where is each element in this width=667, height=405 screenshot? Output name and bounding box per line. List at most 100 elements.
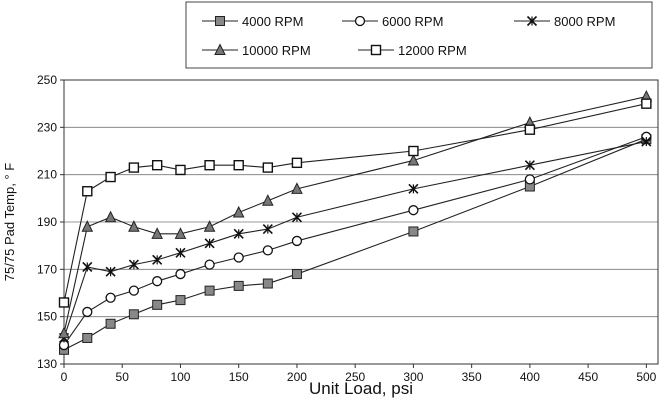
legend-label: 10000 RPM [242,43,311,58]
series-line-10000-rpm [63,96,647,334]
data-point-12000-rpm [105,171,116,183]
data-point-8000-rpm [152,254,163,265]
data-point-4000-rpm [408,226,419,237]
data-point-6000-rpm [408,205,419,216]
y-tick-label: 150 [37,310,57,324]
legend-label: 6000 RPM [382,14,443,29]
data-point-4000-rpm [175,295,186,306]
x-tick-label: 150 [229,370,249,384]
y-tick-label: 130 [37,357,57,371]
data-point-4000-rpm [105,318,116,329]
data-point-12000-rpm [262,162,274,173]
x-tick-label: 250 [345,370,365,384]
data-point-6000-rpm [105,292,116,303]
data-point-4000-rpm [204,285,215,296]
legend-marker [215,16,225,26]
data-point-10000-rpm [58,326,70,339]
data-point-6000-rpm [262,245,273,256]
data-point-10000-rpm [262,194,274,206]
y-tick-label: 170 [37,262,57,276]
x-tick-label: 350 [462,370,482,384]
series-line-6000-rpm [63,136,647,346]
data-point-8000-rpm [291,212,303,223]
data-point-10000-rpm [81,220,94,232]
series-6000-rpm [58,131,652,351]
legend-frame [185,1,653,69]
data-point-4000-rpm [82,332,93,343]
data-point-12000-rpm [151,159,163,171]
legend-label: 8000 RPM [554,14,615,29]
data-point-8000-rpm [524,160,535,171]
data-point-8000-rpm [408,183,419,194]
data-point-8000-rpm [128,259,139,270]
data-point-10000-rpm [151,227,163,239]
x-tick-label: 0 [61,370,68,384]
legend-item-4000-rpm: 4000 RPM [202,14,303,29]
series-8000-rpm [58,136,652,344]
x-tick-label: 500 [636,370,656,384]
y-axis-label: 75/75 Pad Temp, ° F [2,163,17,281]
data-point-10000-rpm [104,210,117,223]
legend-label: 4000 RPM [242,14,303,29]
data-point-6000-rpm [233,252,244,263]
data-point-4000-rpm [128,309,139,320]
data-point-12000-rpm [82,186,93,197]
data-point-4000-rpm [262,278,273,289]
data-point-10000-rpm [128,220,140,232]
legend-marker [354,15,366,27]
data-point-6000-rpm [82,306,93,318]
data-point-6000-rpm [175,268,186,280]
data-point-10000-rpm [232,205,245,218]
data-point-4000-rpm [233,280,244,291]
data-point-6000-rpm [524,174,536,185]
data-point-12000-rpm [291,157,303,169]
x-tick-label: 450 [578,370,598,384]
x-tick-label: 100 [170,370,190,384]
series-line-4000-rpm [63,138,647,351]
plot-area: 130 150 170 190 210 230 250 0 50 100 150 200 250 300 3… [37,73,659,384]
legend-item-6000-rpm: 6000 RPM [342,14,443,29]
data-point-10000-rpm [203,220,216,232]
data-point-8000-rpm [233,228,244,239]
data-point-6000-rpm [152,276,163,287]
x-tick-label: 50 [116,370,130,384]
series-line-8000-rpm [63,140,647,339]
data-point-12000-rpm [641,98,652,109]
legend-marker [370,44,382,56]
data-point-10000-rpm [174,227,187,239]
legend-item-12000-rpm: 12000 RPM [358,43,467,58]
data-point-8000-rpm [82,261,93,273]
data-point-8000-rpm [641,136,652,147]
legend-label: 12000 RPM [398,43,467,58]
data-point-6000-rpm [204,259,215,270]
data-point-12000-rpm [128,162,140,173]
data-point-8000-rpm [262,224,273,235]
y-tick-label: 250 [37,73,57,87]
data-point-8000-rpm [204,238,215,249]
series-12000-rpm [58,98,652,308]
data-point-4000-rpm [152,299,163,310]
x-axis-label: Unit Load, psi [309,379,413,398]
data-point-6000-rpm [291,235,303,247]
legend-item-8000-rpm: 8000 RPM [514,14,615,29]
series-10000-rpm [58,89,653,339]
x-tick-label: 200 [287,370,307,384]
data-point-10000-rpm [407,153,420,166]
data-point-12000-rpm [524,124,536,135]
legend-marker [526,15,538,27]
data-point-8000-rpm [175,247,186,258]
legend-item-10000-rpm: 10000 RPM [202,43,311,58]
y-tick-label: 190 [37,215,57,229]
data-point-4000-rpm [291,269,302,280]
y-tick-label: 230 [37,120,57,134]
data-point-8000-rpm [105,266,116,277]
x-tick-label: 400 [520,370,540,384]
data-point-12000-rpm [204,159,215,171]
y-tick-label: 210 [37,168,57,182]
x-tick-label: 300 [403,370,423,384]
data-point-10000-rpm [291,182,303,194]
data-point-12000-rpm [408,145,419,157]
legend-marker [214,43,226,55]
legend: 4000 RPM 6000 RPM 8000 RPM 10000 RPM 12000 R… [185,1,653,69]
